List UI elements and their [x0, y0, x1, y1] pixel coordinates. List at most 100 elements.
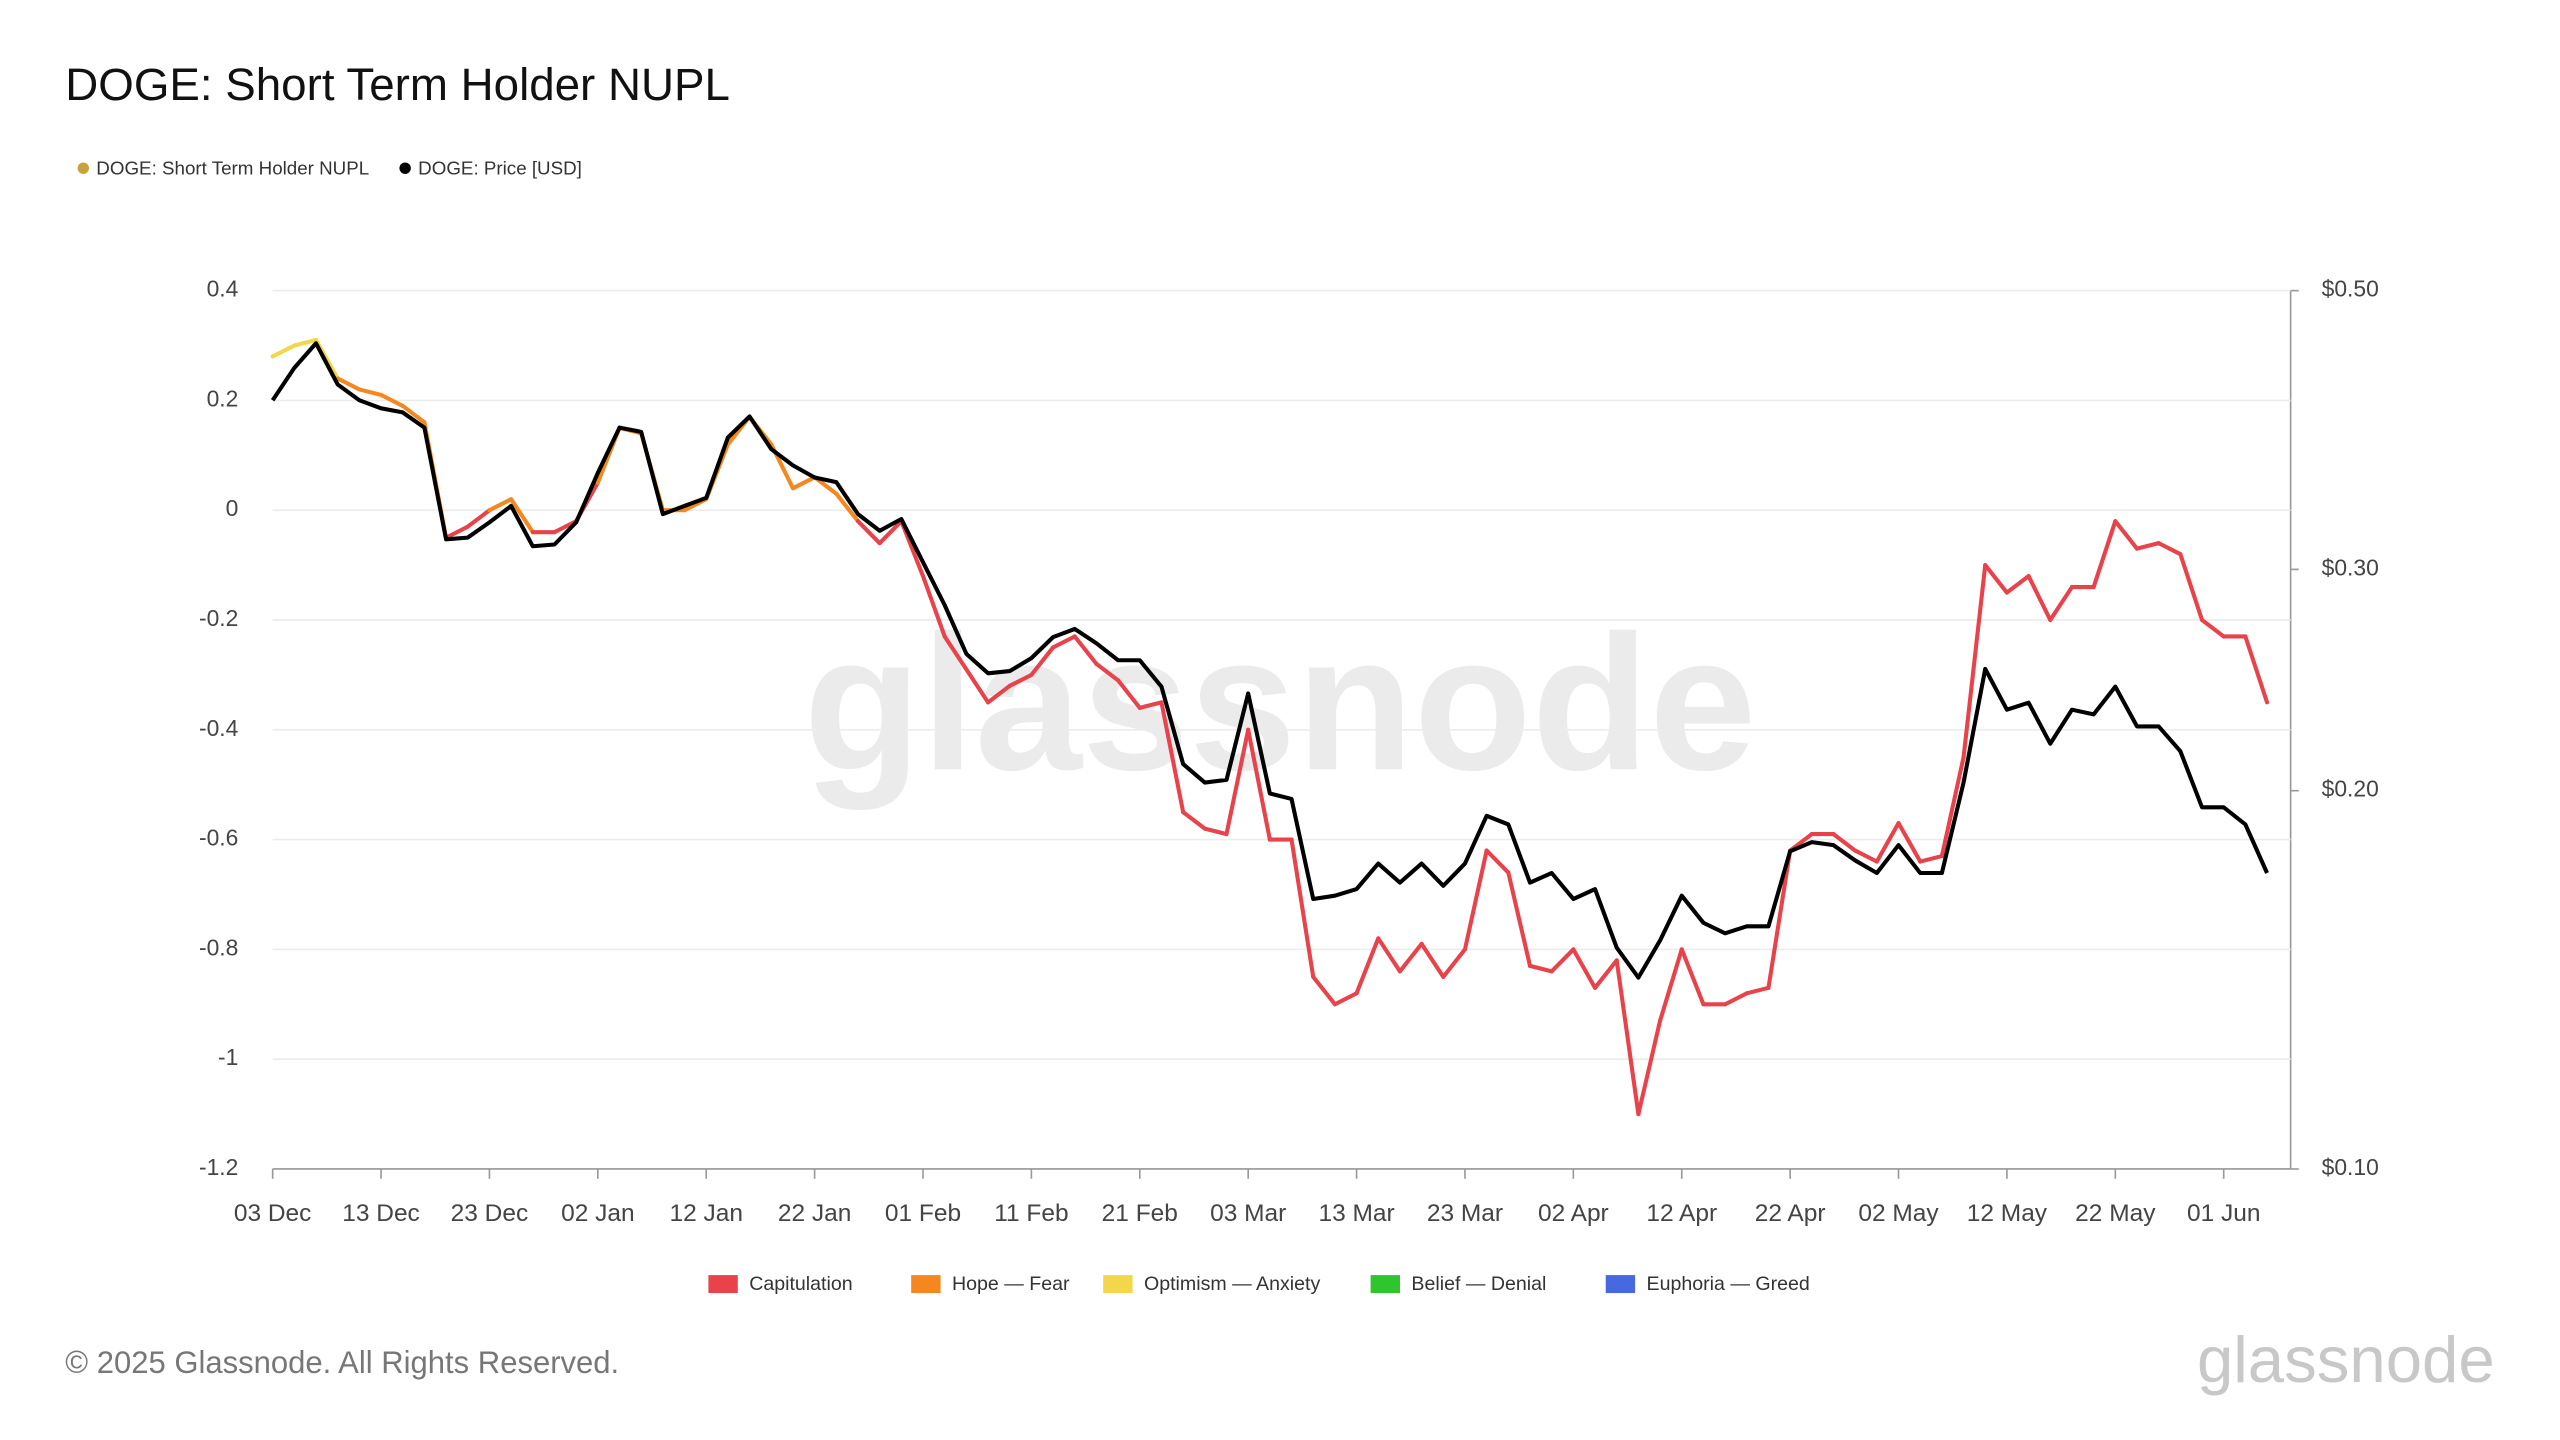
nupl-segment — [1853, 848, 1879, 864]
nupl-segment — [465, 508, 492, 529]
y-tick-label: 0 — [226, 495, 239, 521]
nupl-segment — [1983, 563, 2009, 595]
x-tick-label: 03 Dec — [234, 1200, 312, 1227]
nupl-segment — [1744, 985, 1771, 996]
nupl-segment — [1592, 958, 1619, 990]
nupl-segment — [2178, 552, 2205, 623]
nupl-segment — [1484, 848, 1511, 875]
nupl-segment — [1159, 700, 1186, 815]
y-tick-label: -1 — [218, 1044, 238, 1070]
nupl-segment — [379, 392, 405, 408]
nupl-segment — [1918, 854, 1944, 864]
nupl-segment — [1679, 947, 1706, 1007]
nupl-segment — [1354, 936, 1381, 996]
nupl-segment — [1072, 634, 1099, 666]
footer: © 2025 Glassnode. All Rights Reserved. — [65, 1345, 619, 1380]
x-tick-label: 02 May — [1858, 1200, 1939, 1227]
nupl-segment — [1116, 678, 1142, 710]
nupl-segment — [1311, 974, 1337, 1007]
nupl-segment — [1636, 1018, 1663, 1117]
logo: glassnode — [2197, 1323, 2495, 1396]
nupl-segment — [2243, 634, 2270, 705]
nupl-segment — [2048, 585, 2074, 623]
y2-tick-label: $0.30 — [2322, 554, 2379, 580]
nupl-segment — [2091, 519, 2118, 590]
y-tick-label: -0.2 — [199, 605, 238, 631]
nupl-segment — [1723, 991, 1749, 1007]
legend-swatch — [1605, 1275, 1636, 1294]
nupl-segment — [1527, 963, 1554, 974]
nupl-segment — [1874, 821, 1901, 864]
price-line — [270, 341, 2269, 980]
nupl-segment — [292, 337, 319, 348]
x-tick-label: 21 Feb — [1102, 1200, 1178, 1227]
nupl-segment — [1029, 645, 1056, 677]
x-tick-label: 02 Apr — [1538, 1200, 1609, 1227]
nupl-segment — [1831, 832, 1858, 853]
y-tick-label: -0.8 — [199, 934, 238, 960]
nupl-segment — [1224, 727, 1251, 837]
nupl-segment — [1376, 936, 1402, 974]
legend-label: Capitulation — [749, 1273, 852, 1295]
y2-tick-label: $0.10 — [2322, 1154, 2379, 1180]
nupl-segment — [855, 519, 882, 546]
x-tick-label: 23 Mar — [1427, 1200, 1503, 1227]
nupl-segment — [790, 475, 817, 491]
legend-swatch — [1103, 1275, 1133, 1294]
nupl-segment — [1289, 837, 1316, 979]
legend-label: Hope — Fear — [952, 1273, 1070, 1295]
x-tick-label: 02 Jan — [561, 1200, 634, 1227]
nupl-segment — [1181, 810, 1207, 831]
nupl-segment — [1441, 947, 1468, 979]
legend-label: Optimism — Anxiety — [1144, 1273, 1320, 1295]
nupl-segment — [1246, 727, 1272, 842]
x-tick-label: 12 Apr — [1646, 1200, 1717, 1227]
x-tick-label: 01 Jun — [2187, 1200, 2260, 1227]
legend-label: DOGE: Price [USD] — [418, 158, 582, 179]
nupl-segment — [1051, 634, 1077, 650]
nupl-segment — [1549, 947, 1576, 974]
x-tick-label: 22 May — [2075, 1200, 2156, 1227]
legend-dot — [399, 162, 411, 174]
nupl-segment — [1462, 848, 1489, 952]
nupl-segment — [509, 497, 535, 535]
nupl-segment — [487, 497, 514, 513]
x-tick-label: 12 Jan — [669, 1200, 742, 1227]
nupl-segment — [964, 667, 991, 705]
nupl-segment — [2134, 541, 2161, 551]
nupl-segment — [1571, 947, 1598, 990]
nupl-segment — [1094, 661, 1121, 683]
y2-tick-label: $0.20 — [2322, 776, 2379, 802]
x-tick-label: 03 Mar — [1210, 1200, 1286, 1227]
x-tick-label: 01 Feb — [885, 1200, 961, 1227]
nupl-segment — [335, 376, 362, 392]
nupl-segment — [1137, 700, 1164, 710]
nupl-segment — [985, 683, 1012, 705]
y-tick-label: -0.6 — [199, 825, 238, 851]
nupl-segment — [920, 574, 947, 639]
nupl-segment — [552, 519, 579, 535]
legend-swatch — [911, 1275, 941, 1294]
nupl-segment — [2026, 574, 2053, 623]
x-tick-label: 13 Mar — [1318, 1200, 1394, 1227]
nupl-segment — [1614, 958, 1641, 1117]
nupl-segment — [270, 343, 297, 359]
nupl-segment — [1896, 821, 1923, 864]
nupl-segment — [1007, 672, 1034, 688]
watermark: glassnode — [804, 595, 1757, 810]
nupl-segment — [942, 634, 969, 672]
nupl-segment — [1419, 941, 1446, 979]
x-tick-label: 13 Dec — [342, 1200, 420, 1227]
y-tick-label: 0.2 — [207, 385, 239, 411]
nupl-segment — [1658, 947, 1684, 1023]
x-tick-label: 12 May — [1967, 1200, 2048, 1227]
legend-dot — [77, 162, 89, 174]
nupl-segment — [1332, 991, 1359, 1007]
y-tick-label: -1.2 — [199, 1154, 238, 1180]
nupl-segment — [2199, 617, 2226, 639]
x-tick-label: 22 Jan — [778, 1200, 851, 1227]
y2-tick-label: $0.50 — [2322, 276, 2379, 302]
nupl-segment — [2156, 541, 2183, 557]
